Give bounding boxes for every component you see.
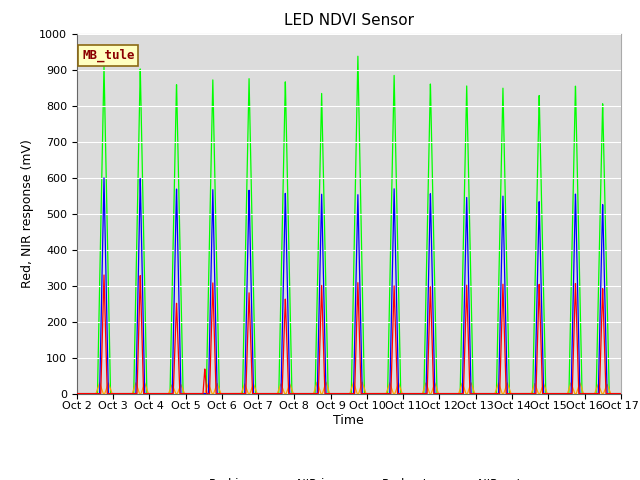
X-axis label: Time: Time [333, 414, 364, 427]
Title: LED NDVI Sensor: LED NDVI Sensor [284, 13, 414, 28]
Legend: Red in, NIR in, Red out, NIR out: Red in, NIR in, Red out, NIR out [171, 473, 527, 480]
Text: MB_tule: MB_tule [82, 49, 135, 62]
Y-axis label: Red, NIR response (mV): Red, NIR response (mV) [20, 139, 33, 288]
